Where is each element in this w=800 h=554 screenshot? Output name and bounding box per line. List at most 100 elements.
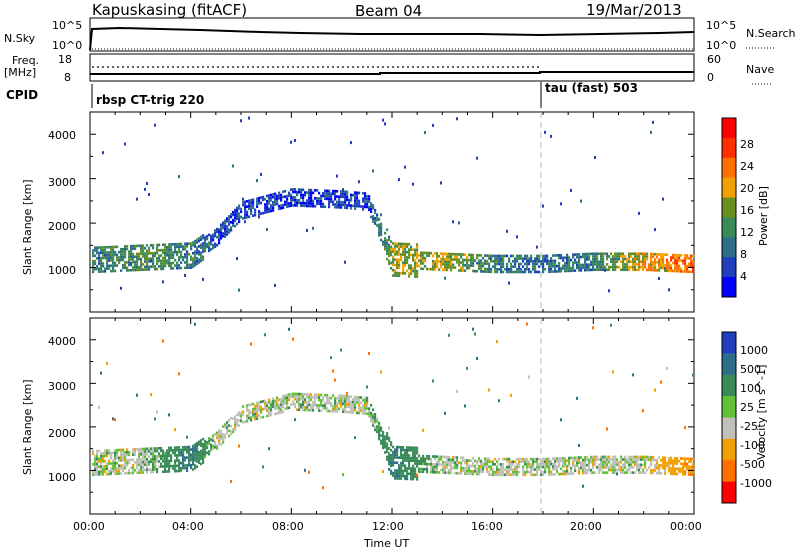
data-cell bbox=[162, 243, 165, 247]
data-cell bbox=[674, 267, 677, 270]
data-cell bbox=[572, 269, 575, 272]
data-cell bbox=[628, 252, 631, 256]
data-cell bbox=[636, 255, 639, 258]
data-cell bbox=[194, 322, 196, 326]
data-cell bbox=[172, 253, 175, 257]
data-cell bbox=[656, 260, 659, 264]
data-cell bbox=[352, 406, 355, 409]
data-cell bbox=[562, 259, 565, 262]
data-cell bbox=[382, 444, 385, 447]
data-cell bbox=[250, 204, 253, 207]
data-cell bbox=[546, 259, 549, 263]
data-cell bbox=[108, 264, 111, 268]
data-cell bbox=[548, 270, 551, 274]
data-cell bbox=[592, 265, 595, 269]
data-cell bbox=[190, 448, 193, 451]
data-cell bbox=[402, 453, 405, 457]
data-cell bbox=[202, 450, 205, 454]
data-cell bbox=[672, 462, 675, 465]
data-cell bbox=[408, 253, 411, 257]
data-cell bbox=[476, 467, 479, 471]
data-cell bbox=[634, 257, 637, 261]
data-cell bbox=[228, 231, 231, 234]
data-cell bbox=[324, 205, 327, 209]
data-cell bbox=[554, 270, 557, 273]
data-cell bbox=[640, 458, 643, 461]
data-cell bbox=[260, 201, 263, 205]
data-cell bbox=[270, 400, 273, 404]
data-cell bbox=[434, 252, 437, 255]
data-cell bbox=[382, 436, 385, 439]
data-cell bbox=[354, 201, 357, 205]
data-cell bbox=[364, 192, 367, 195]
data-cell bbox=[510, 460, 513, 464]
data-cell bbox=[304, 393, 307, 396]
data-cell bbox=[196, 257, 199, 260]
data-cell bbox=[202, 258, 205, 261]
data-cell bbox=[640, 252, 643, 256]
data-cell bbox=[460, 261, 463, 264]
data-cell bbox=[394, 469, 397, 472]
data-cell bbox=[650, 268, 653, 272]
data-cell bbox=[142, 458, 145, 461]
data-cell bbox=[186, 263, 189, 267]
data-cell bbox=[580, 263, 583, 267]
data-cell bbox=[134, 263, 137, 266]
data-cell bbox=[598, 463, 601, 467]
data-cell bbox=[414, 261, 417, 265]
data-cell bbox=[380, 225, 383, 228]
data-cell bbox=[342, 192, 345, 196]
data-cell bbox=[282, 195, 285, 199]
data-cell bbox=[572, 256, 575, 259]
data-cell bbox=[216, 243, 219, 247]
data-cell bbox=[260, 416, 263, 419]
data-cell bbox=[200, 235, 203, 239]
data-cell bbox=[220, 234, 223, 237]
data-cell bbox=[236, 418, 239, 422]
data-cell bbox=[582, 484, 584, 488]
data-cell bbox=[298, 188, 301, 191]
data-cell bbox=[550, 270, 553, 273]
data-cell bbox=[590, 455, 593, 459]
data-cell bbox=[138, 471, 141, 475]
data-cell bbox=[306, 400, 309, 404]
data-cell bbox=[142, 268, 145, 271]
data-cell bbox=[462, 269, 465, 272]
data-cell bbox=[648, 268, 651, 272]
data-cell bbox=[130, 466, 133, 470]
data-cell bbox=[116, 264, 119, 267]
xtick-0000: 00:00 bbox=[73, 520, 105, 533]
data-cell bbox=[554, 267, 557, 271]
data-cell bbox=[602, 252, 605, 256]
data-cell bbox=[634, 455, 637, 459]
data-cell bbox=[650, 463, 653, 467]
data-cell bbox=[526, 470, 529, 474]
data-cell bbox=[434, 262, 437, 266]
data-cell bbox=[386, 244, 389, 248]
data-cell bbox=[174, 464, 177, 468]
data-cell bbox=[316, 189, 319, 192]
data-cell bbox=[462, 456, 465, 460]
data-cell bbox=[656, 458, 659, 462]
data-cell bbox=[568, 464, 571, 468]
vel-cb-tick-m25: -25 bbox=[740, 420, 758, 433]
data-cell bbox=[480, 465, 483, 468]
data-cell bbox=[178, 448, 181, 452]
data-cell bbox=[368, 197, 371, 201]
data-cell bbox=[188, 242, 191, 245]
data-cell bbox=[414, 275, 417, 278]
data-cell bbox=[500, 254, 503, 258]
data-cell bbox=[176, 261, 179, 265]
data-cell bbox=[626, 468, 629, 472]
data-cell bbox=[596, 455, 599, 459]
data-cell bbox=[334, 189, 337, 193]
data-cell bbox=[130, 261, 132, 265]
data-cell bbox=[146, 447, 149, 451]
data-cell bbox=[568, 266, 571, 270]
data-cell bbox=[656, 255, 659, 259]
data-cell bbox=[524, 270, 527, 274]
data-cell bbox=[460, 461, 463, 465]
data-cell bbox=[320, 401, 323, 405]
data-cell bbox=[310, 199, 313, 203]
data-cell bbox=[374, 415, 377, 419]
